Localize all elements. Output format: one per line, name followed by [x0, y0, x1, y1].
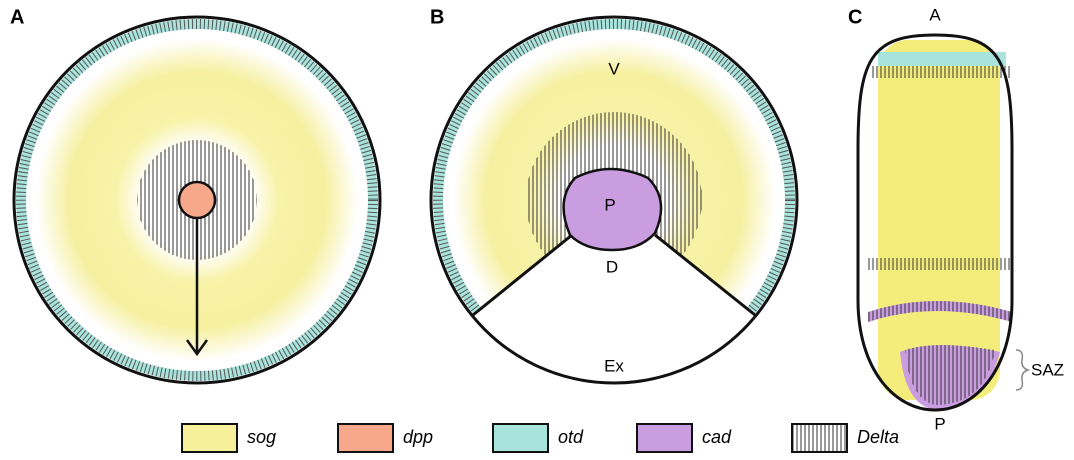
legend-label: otd [558, 427, 584, 447]
label-v: V [608, 59, 620, 78]
legend-label: sog [247, 427, 276, 447]
brace [1016, 350, 1028, 390]
page: {"panels": [ {"label": "A"}, {"label": "… [0, 0, 1074, 460]
otd-band [878, 52, 1006, 66]
label-d: D [606, 257, 618, 276]
panel-b: B V P D Ex [430, 6, 800, 400]
label-saz: SAZ [1031, 360, 1064, 379]
swatch-cad [637, 424, 692, 452]
delta-band [868, 258, 1010, 270]
label-p: P [934, 414, 945, 433]
panel-label: B [430, 6, 444, 28]
legend-label: cad [702, 427, 732, 447]
swatch-dpp [338, 424, 393, 452]
panel-c: C A P SAZ [848, 5, 1064, 433]
label-ex: Ex [604, 356, 624, 375]
dpp-center [179, 182, 215, 218]
panel-label: C [848, 6, 862, 28]
label-a: A [929, 5, 941, 24]
swatch-sog [182, 424, 237, 452]
delta-band [870, 66, 1010, 78]
panel-a: A [10, 6, 380, 383]
panel-label: A [10, 6, 24, 28]
swatch-delta [792, 424, 847, 452]
swatch-otd [493, 424, 548, 452]
legend-label: Delta [857, 427, 899, 447]
figure: A B V P D Ex C A P [0, 0, 1074, 460]
legend: sog dpp otd cad Delta [182, 424, 899, 452]
legend-label: dpp [403, 427, 433, 447]
label-p: P [604, 195, 615, 214]
